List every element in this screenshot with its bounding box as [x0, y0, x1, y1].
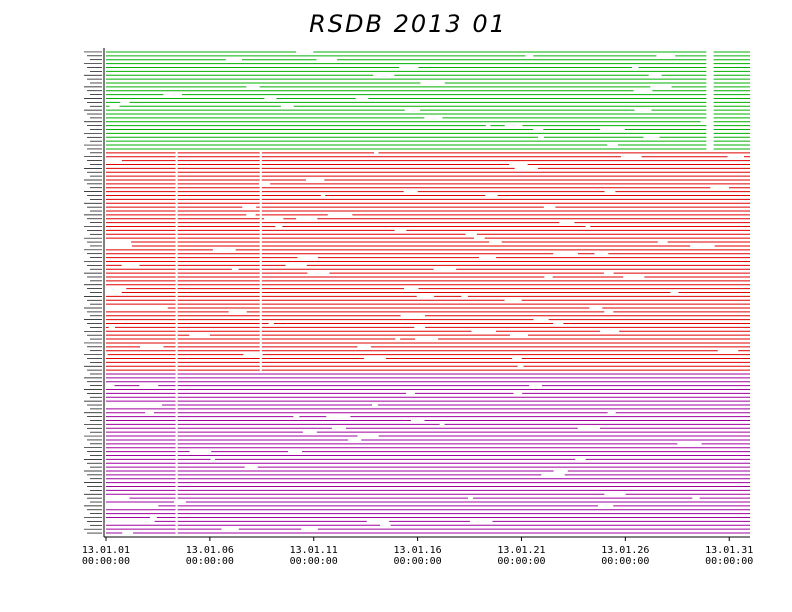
x-tick-label-date: 13.01.31: [705, 545, 753, 556]
x-tick-label-date: 13.01.21: [497, 545, 545, 556]
x-tick-label-date: 13.01.11: [290, 545, 338, 556]
x-tick-label-time: 00:00:00: [290, 556, 338, 567]
x-tick-label-time: 00:00:00: [394, 556, 442, 567]
availability-rows: [106, 51, 750, 534]
x-tick-label-time: 00:00:00: [82, 556, 130, 567]
x-tick-label-time: 00:00:00: [705, 556, 753, 567]
x-tick-label-time: 00:00:00: [497, 556, 545, 567]
x-tick-label-time: 00:00:00: [186, 556, 234, 567]
axes: 13.01.0100:00:0013.01.0600:00:0013.01.11…: [82, 48, 753, 567]
chart-title: RSDB 2013 01: [309, 10, 507, 38]
x-tick-label-date: 13.01.01: [82, 545, 130, 556]
x-tick-label-time: 00:00:00: [601, 556, 649, 567]
x-tick-label-date: 13.01.26: [601, 545, 649, 556]
x-tick-label-date: 13.01.06: [186, 545, 234, 556]
x-tick-label-date: 13.01.16: [394, 545, 442, 556]
